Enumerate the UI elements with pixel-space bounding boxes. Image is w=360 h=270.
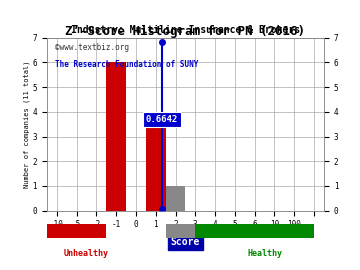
Bar [166,224,195,238]
Text: Healthy: Healthy [247,249,282,258]
Text: ©www.textbiz.org: ©www.textbiz.org [55,43,129,52]
Text: Industry: Multiline Insurance & Brokers: Industry: Multiline Insurance & Brokers [71,25,300,35]
Text: Score: Score [171,237,200,247]
Text: The Research Foundation of SUNY: The Research Foundation of SUNY [55,60,198,69]
Text: Unhealthy: Unhealthy [64,249,109,258]
Bar [166,186,185,211]
Text: 0.6642: 0.6642 [145,115,178,124]
Bar [106,62,126,211]
Bar [146,112,166,211]
Y-axis label: Number of companies (11 total): Number of companies (11 total) [23,60,30,188]
Title: Z’-Score Histogram for PN (2016): Z’-Score Histogram for PN (2016) [66,25,305,38]
Bar [47,224,106,238]
Bar [195,224,314,238]
